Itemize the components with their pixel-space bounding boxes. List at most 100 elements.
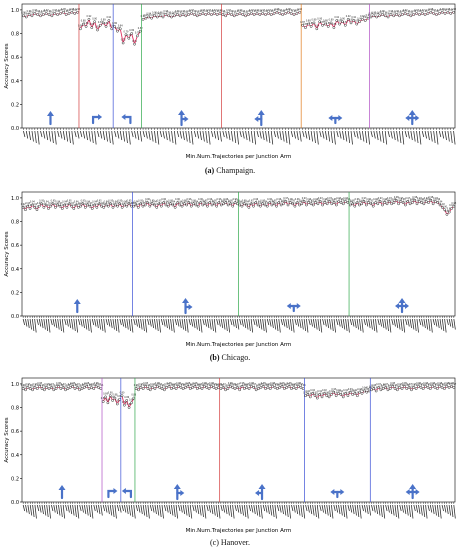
data-point	[316, 396, 319, 400]
data-label: 0.89	[103, 392, 108, 395]
x-tick-label	[265, 504, 268, 513]
data-point	[70, 204, 73, 208]
x-tick-label	[246, 504, 249, 519]
data-label: 0.96	[209, 10, 214, 13]
x-tick-label	[368, 504, 372, 516]
x-tick-label	[135, 504, 139, 512]
data-point	[332, 201, 336, 204]
data-label: 0.90	[23, 205, 28, 208]
data-point	[295, 201, 299, 204]
data-label: 0.96	[257, 10, 262, 13]
data-label: 0.97	[387, 197, 392, 200]
data-point	[374, 201, 377, 204]
y-tick-label: 0.8	[11, 32, 19, 38]
x-tick-label	[421, 130, 425, 138]
data-point	[298, 203, 301, 207]
x-tick-label	[216, 130, 220, 141]
right-turn-arrow-icon	[107, 488, 118, 499]
x-tick-label	[139, 130, 143, 142]
series-group-3: 0.920.930.940.930.950.940.950.940.960.95…	[141, 9, 223, 145]
four-way-arrow-icon	[405, 484, 420, 500]
x-tick-label	[72, 504, 75, 516]
x-tick-label	[205, 130, 208, 144]
data-label: 0.87	[320, 21, 325, 24]
x-tick-label	[54, 130, 57, 145]
data-label: 0.96	[417, 10, 422, 13]
x-tick-label	[267, 504, 270, 515]
x-tick-label	[36, 504, 40, 512]
data-label: 0.96	[263, 10, 268, 13]
data-label: 0.96	[423, 10, 428, 13]
four-way-arrow-icon	[405, 110, 420, 126]
data-point	[352, 19, 356, 22]
data-label: 0.96	[268, 384, 273, 387]
x-tick-label	[298, 504, 301, 516]
data-label: 0.86	[84, 22, 89, 25]
data-label: 0.98	[37, 382, 42, 385]
data-point	[305, 203, 308, 207]
data-point	[394, 198, 398, 202]
data-point	[180, 204, 184, 208]
data-point	[134, 203, 138, 207]
data-point	[222, 202, 225, 206]
data-label: 0.96	[275, 384, 280, 387]
data-label: 0.84	[118, 24, 123, 27]
x-tick-label	[259, 130, 262, 139]
data-label: 0.96	[174, 384, 179, 387]
data-label: 0.97	[82, 383, 87, 386]
data-label: 0.96	[198, 10, 203, 13]
data-label: 0.94	[113, 201, 118, 204]
data-point	[21, 206, 25, 209]
x-tick-label	[241, 318, 244, 327]
data-point	[158, 386, 161, 389]
data-label: 0.97	[291, 383, 296, 386]
data-label: 0.93	[166, 202, 171, 205]
x-tick-label	[387, 504, 390, 513]
data-point	[40, 387, 44, 390]
data-label: 0.95	[359, 199, 364, 202]
x-tick-label	[253, 130, 257, 145]
x-tick-label	[218, 504, 221, 519]
data-label: 0.96	[200, 384, 205, 387]
caption-b: (b) Chicago.	[0, 353, 460, 362]
x-tick-label	[411, 318, 415, 330]
data-point	[321, 203, 324, 207]
data-point	[309, 25, 313, 28]
x-tick-label	[292, 318, 295, 333]
data-label: 0.98	[451, 8, 456, 11]
data-label: 0.97	[318, 197, 323, 200]
data-label: 0.97	[33, 383, 38, 386]
x-tick-label	[161, 504, 164, 519]
data-label: 0.94	[374, 13, 379, 16]
data-label: 0.94	[263, 201, 268, 204]
x-tick-label	[310, 318, 313, 327]
data-point	[429, 10, 433, 14]
x-tick-label	[413, 130, 416, 142]
data-point	[378, 200, 382, 203]
data-label: 0.94	[152, 201, 157, 204]
x-tick-label	[27, 504, 30, 515]
data-label: 0.94	[357, 201, 362, 204]
x-tick-label	[393, 130, 396, 141]
data-label: 0.94	[364, 201, 369, 204]
data-label: 0.93	[115, 202, 120, 205]
data-label: 0.96	[47, 384, 52, 387]
data-point	[26, 386, 30, 389]
data-point	[407, 386, 411, 389]
data-label: 0.90	[303, 391, 308, 394]
data-point	[215, 13, 219, 16]
data-label: 0.96	[235, 10, 240, 13]
data-point	[348, 203, 352, 207]
data-point	[243, 387, 246, 390]
data-label: 0.93	[78, 202, 83, 205]
data-label: 0.95	[316, 199, 321, 202]
data-label: 0.96	[207, 384, 212, 387]
x-tick-label	[105, 504, 108, 513]
data-point	[61, 386, 65, 389]
x-tick-label	[220, 504, 223, 512]
x-tick-label	[222, 504, 226, 513]
x-tick-label	[71, 130, 74, 145]
x-tick-label	[183, 318, 187, 332]
data-point	[360, 202, 364, 206]
series-line	[142, 12, 221, 20]
